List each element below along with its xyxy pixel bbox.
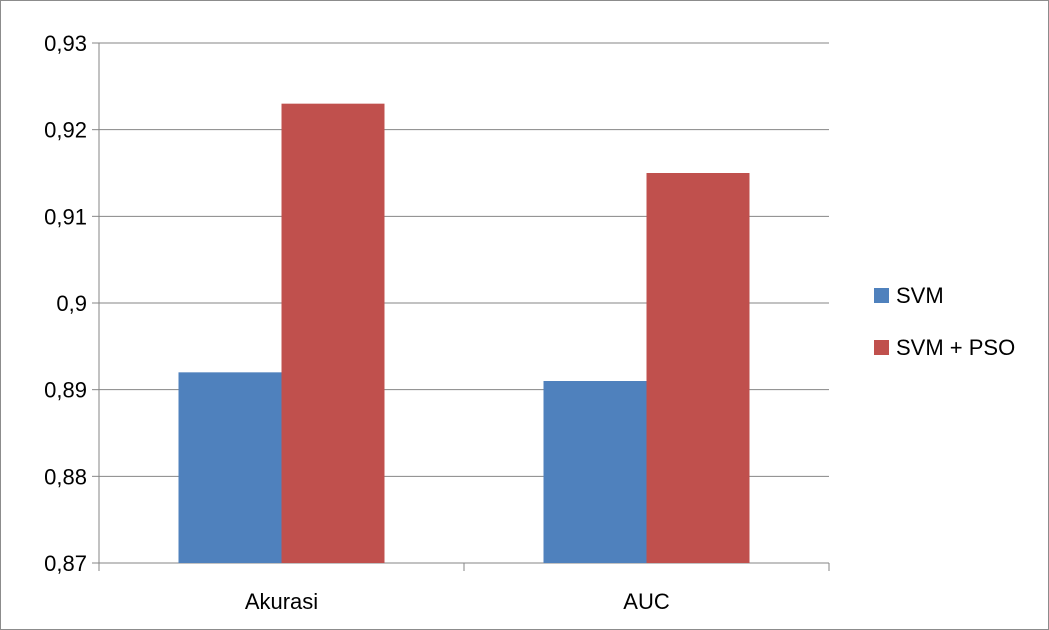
x-tick-label: AUC [623,589,670,614]
y-tick-label: 0,89 [44,378,87,403]
bar-svm-pso-akurasi [281,103,385,564]
bar-svm-pso-auc [646,173,750,563]
y-tick-label: 0,88 [44,464,87,489]
legend-label: SVM [896,283,944,308]
legend-label: SVM + PSO [896,335,1015,360]
x-tick-label: Akurasi [245,589,318,614]
bar-svm-auc [543,381,647,563]
y-tick-label: 0,92 [44,118,87,143]
legend-swatch [874,340,889,355]
y-tick-label: 0,93 [44,31,87,56]
y-tick-label: 0,91 [44,204,87,229]
y-tick-label: 0,9 [56,291,87,316]
legend-swatch [874,288,889,303]
bar-svm-akurasi [178,372,282,563]
y-tick-label: 0,87 [44,551,87,576]
